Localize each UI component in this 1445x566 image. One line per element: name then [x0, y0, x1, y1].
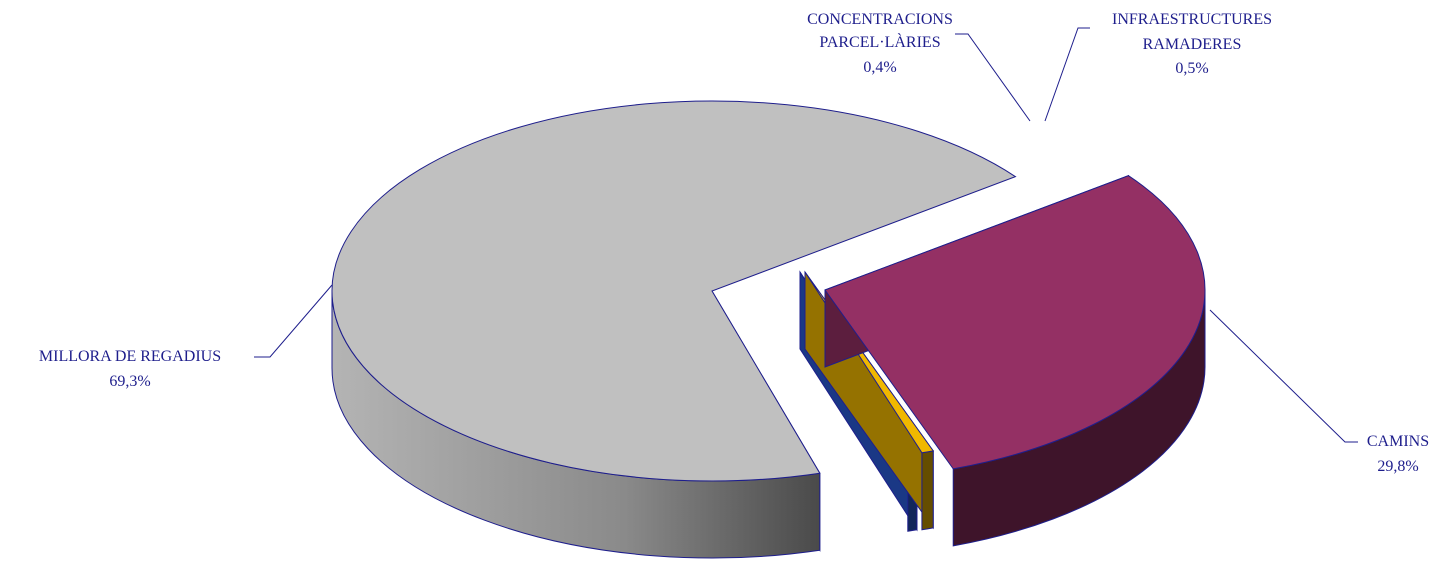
pie-slice-infraestructures-side	[921, 450, 934, 531]
slice-label-infraestructures-2: RAMADERES	[1143, 36, 1242, 53]
slice-value-concentracions: 0,4%	[863, 59, 896, 76]
slice-value-infraestructures: 0,5%	[1175, 60, 1208, 77]
slice-label-concentracions-2: PARCEL·LÀRIES	[819, 32, 940, 51]
slice-label-millora-regadius: MILLORA DE REGADIUS	[39, 348, 221, 365]
pie-slice-millora-regadius-top	[331, 100, 1017, 482]
leader-line-millora-regadius	[254, 284, 333, 358]
leader-line-concentracions	[955, 33, 1031, 122]
slice-label-concentracions-1: CONCENTRACIONS	[807, 11, 953, 28]
pie-slice-camins-top	[824, 175, 1206, 470]
pie-slice-camins	[824, 174, 1206, 547]
pie-slice-millora-regadius	[331, 100, 1017, 559]
leader-line-infraestructures	[1044, 27, 1090, 122]
slice-label-infraestructures-1: INFRAESTRUCTURES	[1112, 11, 1272, 28]
slice-label-camins: CAMINS	[1367, 433, 1429, 450]
slice-value-camins: 29,8%	[1377, 458, 1418, 475]
slice-value-millora-regadius: 69,3%	[109, 373, 150, 390]
leader-line-camins	[1209, 309, 1358, 443]
